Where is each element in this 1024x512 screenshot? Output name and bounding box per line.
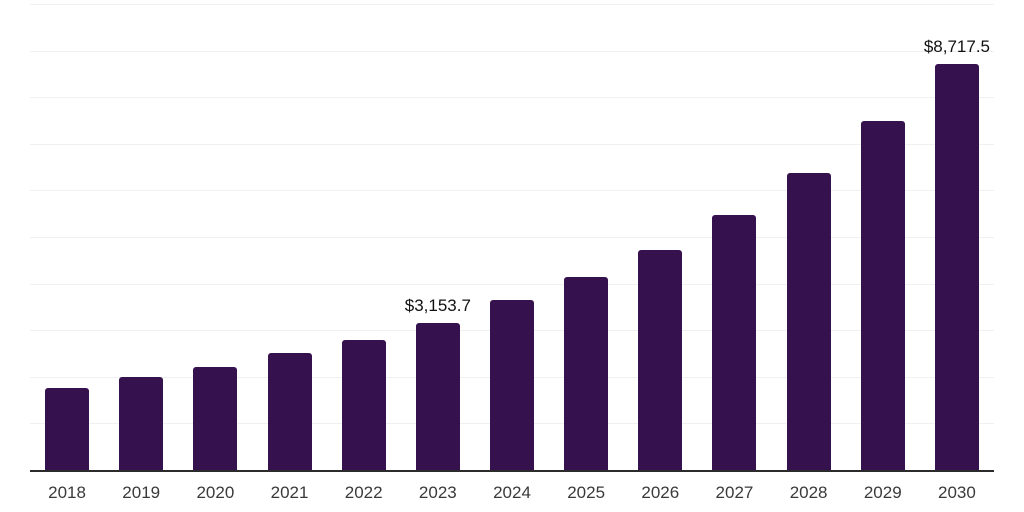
x-tick-label-2030: 2030 <box>938 483 976 502</box>
x-tick-label-2021: 2021 <box>270 483 309 502</box>
bar-2024[interactable] <box>490 300 534 470</box>
gridline <box>30 97 994 99</box>
gridline <box>30 4 994 5</box>
x-axis-line <box>30 470 994 472</box>
data-label-2030: $8,717.5 <box>923 36 991 56</box>
x-tick-label-2022: 2022 <box>344 483 383 502</box>
bar-2019[interactable] <box>119 377 164 470</box>
gridline <box>30 190 994 192</box>
gridline <box>30 283 994 285</box>
x-tick-label-2019: 2019 <box>122 483 161 502</box>
x-tick-label-2024: 2024 <box>493 483 531 502</box>
bar-2030[interactable] <box>934 63 979 470</box>
bar-2029[interactable] <box>860 121 905 470</box>
x-tick-label-2025: 2025 <box>567 483 606 502</box>
x-tick-label-2023: 2023 <box>418 483 457 502</box>
gridline <box>30 50 994 52</box>
bar-2023[interactable] <box>415 323 460 470</box>
data-label-2023: $3,153.7 <box>404 296 471 316</box>
x-tick-label-2026: 2026 <box>641 483 680 502</box>
x-tick-label-2018: 2018 <box>48 483 86 502</box>
bar-2027[interactable] <box>712 214 757 470</box>
bar-2018[interactable] <box>45 387 90 470</box>
x-tick-label-2029: 2029 <box>863 483 902 502</box>
x-tick-label-2028: 2028 <box>789 483 828 502</box>
x-tick-label-2020: 2020 <box>196 483 235 502</box>
bar-2028[interactable] <box>786 172 831 470</box>
bar-2026[interactable] <box>638 249 683 470</box>
bar-2021[interactable] <box>267 352 312 470</box>
x-tick-label-2027: 2027 <box>715 483 754 502</box>
bar-2022[interactable] <box>341 339 386 470</box>
gridline <box>30 143 994 145</box>
bar-2025[interactable] <box>564 276 609 470</box>
plot-area: $3,153.7 $8,717.5 <box>30 4 994 472</box>
gridline <box>30 237 994 238</box>
bar-2020[interactable] <box>193 366 238 470</box>
